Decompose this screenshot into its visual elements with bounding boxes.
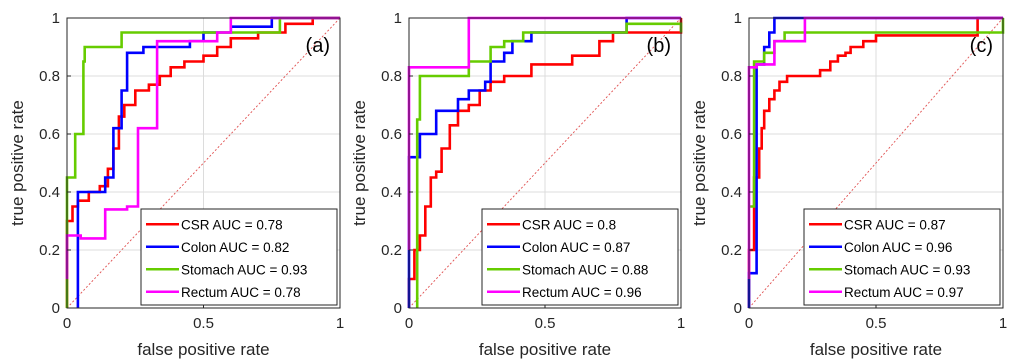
legend-label: Rectum AUC = 0.96 bbox=[522, 285, 642, 300]
roc-curve-1 bbox=[747, 16, 1003, 308]
x-tick-label: 0 bbox=[745, 315, 753, 332]
y-axis-label: true positive rate bbox=[8, 100, 27, 226]
x-tick-label: 0.5 bbox=[866, 315, 887, 332]
y-tick-label: 1 bbox=[394, 10, 402, 27]
y-tick-label: 0.6 bbox=[39, 126, 60, 143]
y-tick-label: 0.4 bbox=[381, 184, 402, 201]
x-tick-label: 0 bbox=[63, 315, 71, 332]
y-tick-label: 1 bbox=[52, 10, 60, 27]
roc-curve-0 bbox=[65, 16, 340, 308]
y-tick-label: 0 bbox=[52, 300, 60, 317]
y-tick-label: 0.4 bbox=[721, 184, 742, 201]
y-axis-label: true positive rate bbox=[350, 100, 369, 226]
roc-panel-0: 0 0.5 1 0 0.2 0.4 0.6 0.8 1 false positive rate tr… bbox=[8, 10, 344, 359]
roc-panel-1: 0 0.5 1 0 0.2 0.4 0.6 0.8 1 false positive rate tr… bbox=[350, 10, 685, 359]
roc-curve-0 bbox=[407, 18, 683, 308]
y-tick-label: 0.8 bbox=[721, 68, 742, 85]
legend-label: Colon AUC = 0.96 bbox=[844, 240, 952, 255]
y-tick-label: 0.6 bbox=[721, 126, 742, 143]
panel-label: (b) bbox=[647, 35, 671, 57]
y-tick-label: 0.4 bbox=[39, 184, 60, 201]
roc-curve-0 bbox=[747, 16, 1003, 308]
roc-curve-3 bbox=[65, 16, 340, 279]
panel-label: (a) bbox=[306, 35, 330, 57]
x-tick-label: 1 bbox=[999, 315, 1007, 332]
legend-label: Colon AUC = 0.82 bbox=[181, 240, 289, 255]
x-tick-label: 0 bbox=[405, 315, 413, 332]
x-tick-label: 1 bbox=[677, 315, 685, 332]
legend-label: Stomach AUC = 0.88 bbox=[522, 262, 648, 277]
y-tick-label: 0.2 bbox=[381, 242, 402, 259]
legend-label: Rectum AUC = 0.97 bbox=[844, 285, 964, 300]
roc-curve-2 bbox=[65, 16, 340, 308]
x-tick-label: 1 bbox=[336, 315, 344, 332]
legend: CSR AUC = 0.78 Colon AUC = 0.82 Stomach AU… bbox=[140, 208, 338, 306]
y-tick-label: 0.2 bbox=[39, 242, 60, 259]
legend-label: Stomach AUC = 0.93 bbox=[181, 262, 307, 277]
legend-label: CSR AUC = 0.78 bbox=[181, 217, 283, 232]
panel-label: (c) bbox=[970, 35, 993, 57]
chance-diagonal bbox=[748, 17, 1004, 309]
legend-label: Colon AUC = 0.87 bbox=[522, 240, 630, 255]
legend-label: CSR AUC = 0.8 bbox=[522, 217, 616, 232]
y-tick-label: 0.8 bbox=[39, 68, 60, 85]
x-axis-label: false positive rate bbox=[810, 340, 942, 359]
legend-label: CSR AUC = 0.87 bbox=[844, 217, 946, 232]
legend: CSR AUC = 0.8 Colon AUC = 0.87 Stomach AUC… bbox=[481, 208, 679, 306]
y-tick-label: 0.2 bbox=[721, 242, 742, 259]
y-axis-label: true positive rate bbox=[690, 100, 709, 226]
y-tick-label: 0.8 bbox=[381, 68, 402, 85]
x-axis-label: false positive rate bbox=[479, 340, 611, 359]
roc-curve-2 bbox=[415, 22, 683, 308]
x-tick-label: 0.5 bbox=[193, 315, 214, 332]
roc-curve-3 bbox=[747, 16, 1003, 279]
x-tick-label: 0.5 bbox=[535, 315, 556, 332]
legend-label: Stomach AUC = 0.93 bbox=[844, 262, 970, 277]
legend: CSR AUC = 0.87 Colon AUC = 0.96 Stomach AU… bbox=[803, 208, 1001, 306]
y-tick-label: 1 bbox=[734, 10, 742, 27]
y-tick-label: 0.6 bbox=[381, 126, 402, 143]
roc-curve-1 bbox=[407, 16, 681, 308]
legend-label: Rectum AUC = 0.78 bbox=[181, 285, 301, 300]
y-tick-label: 0 bbox=[394, 300, 402, 317]
y-tick-label: 0 bbox=[734, 300, 742, 317]
roc-panel-2: 0 0.5 1 0 0.2 0.4 0.6 0.8 1 false positive rate tr… bbox=[690, 10, 1007, 359]
x-axis-label: false positive rate bbox=[137, 340, 269, 359]
